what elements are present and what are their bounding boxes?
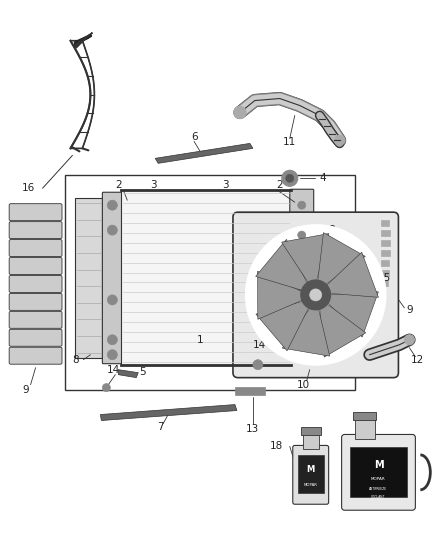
Text: 3: 3 — [150, 180, 156, 190]
Circle shape — [310, 289, 321, 301]
Text: 2: 2 — [276, 180, 283, 190]
Polygon shape — [74, 33, 92, 47]
Bar — [381, 250, 390, 256]
Text: MOPAR: MOPAR — [304, 483, 318, 487]
Circle shape — [246, 225, 385, 365]
Circle shape — [107, 295, 117, 305]
Text: 8: 8 — [72, 354, 79, 365]
Bar — [235, 386, 265, 394]
Circle shape — [102, 384, 110, 392]
Text: M: M — [307, 465, 315, 474]
Bar — [381, 260, 389, 266]
FancyBboxPatch shape — [9, 204, 62, 221]
Text: 9: 9 — [406, 305, 413, 315]
FancyBboxPatch shape — [342, 434, 415, 510]
FancyBboxPatch shape — [9, 329, 62, 346]
Text: 15: 15 — [378, 273, 391, 283]
Text: 16: 16 — [22, 183, 35, 193]
Circle shape — [251, 230, 381, 360]
Circle shape — [107, 225, 117, 235]
Text: 13: 13 — [246, 424, 260, 434]
Bar — [121, 190, 291, 365]
FancyBboxPatch shape — [290, 189, 314, 366]
Polygon shape — [319, 300, 366, 357]
Polygon shape — [256, 239, 310, 292]
Bar — [66, 175, 355, 390]
Circle shape — [298, 201, 306, 209]
Text: ANTIFREEZE: ANTIFREEZE — [369, 487, 388, 491]
FancyBboxPatch shape — [9, 240, 62, 256]
Polygon shape — [100, 405, 237, 421]
Text: M: M — [374, 461, 383, 470]
Bar — [381, 220, 389, 226]
Circle shape — [298, 231, 306, 239]
FancyBboxPatch shape — [293, 446, 328, 504]
Circle shape — [404, 335, 414, 345]
Polygon shape — [256, 300, 312, 351]
Text: MOPAR: MOPAR — [371, 478, 386, 481]
Polygon shape — [71, 41, 95, 148]
Text: 8: 8 — [328, 225, 335, 235]
Bar — [355, 417, 374, 439]
Bar — [381, 230, 390, 236]
Bar — [75, 198, 103, 358]
Circle shape — [335, 135, 345, 146]
Circle shape — [298, 336, 306, 344]
Text: 1: 1 — [197, 335, 203, 345]
Text: 7: 7 — [157, 423, 163, 432]
Circle shape — [298, 286, 306, 294]
Circle shape — [301, 280, 331, 310]
Circle shape — [234, 107, 246, 118]
Circle shape — [107, 350, 117, 360]
Bar — [301, 427, 321, 435]
Polygon shape — [322, 252, 378, 297]
Circle shape — [282, 171, 298, 186]
Bar — [303, 433, 319, 449]
Text: 4: 4 — [319, 173, 326, 183]
FancyBboxPatch shape — [233, 212, 399, 378]
Bar — [381, 270, 389, 276]
FancyBboxPatch shape — [9, 311, 62, 328]
Text: 9: 9 — [22, 385, 29, 394]
Circle shape — [286, 174, 294, 182]
Bar — [298, 455, 324, 493]
FancyBboxPatch shape — [9, 276, 62, 293]
Text: 12: 12 — [411, 354, 424, 365]
Text: 6: 6 — [191, 132, 198, 142]
FancyBboxPatch shape — [9, 347, 62, 364]
Text: 18: 18 — [270, 441, 283, 451]
Circle shape — [107, 335, 117, 345]
Text: 14: 14 — [107, 365, 120, 375]
Text: 5: 5 — [139, 367, 145, 377]
FancyBboxPatch shape — [9, 293, 62, 310]
Polygon shape — [155, 143, 253, 163]
Text: 11: 11 — [283, 138, 297, 148]
Bar — [357, 305, 366, 313]
Polygon shape — [258, 271, 308, 319]
Polygon shape — [317, 232, 365, 288]
Bar — [350, 447, 407, 497]
Circle shape — [107, 200, 117, 210]
Text: 14: 14 — [253, 340, 266, 350]
Polygon shape — [118, 370, 138, 378]
Polygon shape — [323, 292, 378, 337]
FancyBboxPatch shape — [9, 257, 62, 274]
Bar — [353, 411, 377, 419]
FancyBboxPatch shape — [102, 192, 122, 364]
Text: 3: 3 — [222, 180, 228, 190]
Text: 2: 2 — [115, 180, 122, 190]
Text: 10: 10 — [297, 379, 310, 390]
Polygon shape — [282, 303, 330, 356]
Text: COOLANT: COOLANT — [371, 495, 385, 499]
Circle shape — [253, 360, 263, 370]
Bar — [381, 240, 390, 246]
Polygon shape — [282, 233, 329, 288]
Bar — [381, 280, 389, 286]
FancyBboxPatch shape — [9, 222, 62, 239]
